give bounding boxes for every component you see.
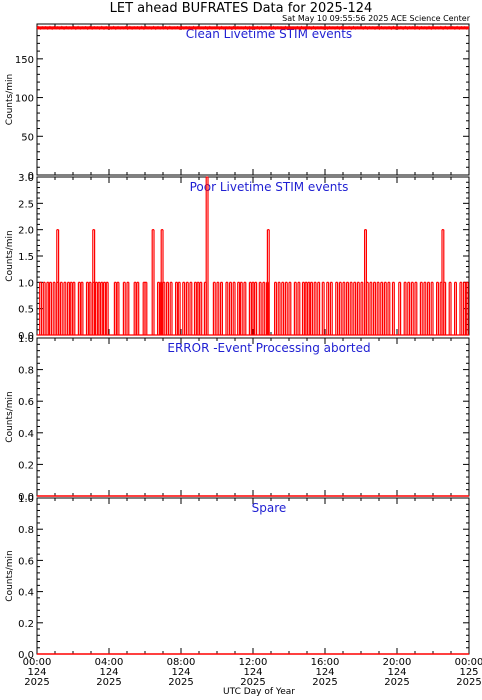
- y-tick-label: 0: [28, 171, 34, 182]
- y-axis-label: Counts/min: [5, 391, 15, 442]
- panel-4: 0.0 0.2 0.4 0.6 0.8 1.0 Counts/min Spare: [5, 494, 470, 661]
- x-tick-label: 2025: [96, 677, 121, 688]
- y-tick-label: 0.8: [18, 525, 34, 536]
- y-tick-label: 0.2: [18, 619, 34, 630]
- x-tick-label: 2025: [168, 677, 193, 688]
- x-tick-label: 08:00: [167, 657, 196, 668]
- x-tick-label: 124: [315, 667, 334, 678]
- y-tick-label: 1.0: [18, 334, 34, 345]
- y-tick-label: 1.5: [18, 252, 34, 263]
- x-tick-label: 2025: [24, 677, 49, 688]
- y-tick-label: 1.0: [18, 494, 34, 505]
- x-tick-label: 124: [243, 667, 262, 678]
- y-tick-label: 0.0: [18, 650, 34, 661]
- x-tick-label: 2025: [456, 677, 481, 688]
- panel-frame: [36, 23, 470, 176]
- y-axis-label: Counts/min: [5, 230, 15, 281]
- panel-title: ERROR -Event Processing aborted: [167, 341, 370, 355]
- x-tick-label: 124: [171, 667, 190, 678]
- y-tick-label: 2.5: [18, 199, 34, 210]
- y-tick-label: 0.4: [18, 588, 34, 599]
- y-tick-label: 0.2: [18, 460, 34, 471]
- panel-title: Clean Livetime STIM events: [186, 27, 352, 41]
- x-tick-label: 00:00: [23, 657, 52, 668]
- panel-title: Poor Livetime STIM events: [190, 180, 349, 194]
- x-tick-label: 20:00: [383, 657, 412, 668]
- y-tick-label: 0.6: [18, 556, 34, 567]
- y-tick-label: 0.5: [18, 305, 34, 316]
- y-tick-label: 100: [15, 94, 34, 105]
- y-tick-label: 50: [21, 132, 34, 143]
- x-tick-label: 125: [459, 667, 478, 678]
- y-tick-label: 0.0: [18, 331, 34, 342]
- panel-title: Spare: [252, 501, 287, 515]
- y-axis-label: Counts/min: [5, 550, 15, 601]
- x-tick-label: 2025: [384, 677, 409, 688]
- x-tick-label: 2025: [312, 677, 337, 688]
- y-tick-label: 150: [15, 55, 34, 66]
- y-tick-label: 0.8: [18, 366, 34, 377]
- y-axis-label: Counts/min: [5, 74, 15, 125]
- y-tick-label: 0.0: [18, 492, 34, 503]
- x-tick-label: 16:00: [311, 657, 340, 668]
- series-line: [36, 25, 470, 31]
- chart-title: LET ahead BUFRATES Data for 2025-124: [110, 1, 373, 16]
- x-tick-label: 2025: [240, 677, 265, 688]
- y-tick-label: 3.0: [18, 173, 34, 184]
- panel-2: 0.0 0.5 1.0 1.5 2.0 2.5 3.0 Counts/min Poor Live…: [5, 173, 470, 342]
- x-tick-label: 124: [99, 667, 118, 678]
- x-tick-label: 124: [387, 667, 406, 678]
- panel-frame: [36, 337, 470, 497]
- y-tick-label: 2.0: [18, 226, 34, 237]
- y-tick-label: 0.6: [18, 397, 34, 408]
- y-tick-label: 0.4: [18, 429, 34, 440]
- panel-3: 0.0 0.2 0.4 0.6 0.8 1.0 Counts/min ERROR -Event…: [5, 334, 470, 503]
- x-axis-label: UTC Day of Year: [223, 687, 295, 697]
- x-tick-label: 04:00: [95, 657, 124, 668]
- panel-frame: [36, 497, 470, 655]
- x-tick-label: 124: [27, 667, 46, 678]
- generation-timestamp: Sat May 10 09:55:56 2025 ACE Science Cen…: [282, 14, 471, 23]
- y-tick-label: 1.0: [18, 278, 34, 289]
- x-tick-label: 00:00: [455, 657, 482, 668]
- x-tick-label: 12:00: [239, 657, 268, 668]
